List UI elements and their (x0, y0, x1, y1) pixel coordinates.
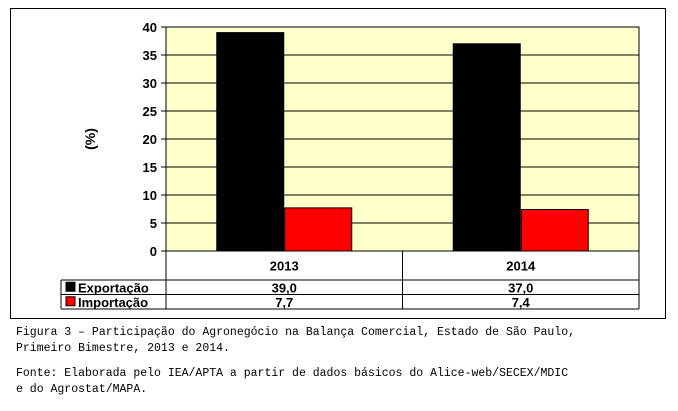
bar-exportacao-2013 (216, 32, 285, 252)
bar-importacao-2014 (520, 209, 589, 252)
y-tick-label: 25 (143, 104, 157, 119)
data-label: 7,7 (275, 295, 293, 310)
bar-importacao-2013 (284, 207, 353, 252)
legend-swatch-exportacao (65, 281, 76, 292)
x-tick-label: 2013 (270, 259, 299, 274)
bar-chart: 0 5 10 15 20 25 30 35 40 (%) 2013 2014 Exportação 39,… (60, 20, 640, 310)
x-tick-label: 2014 (506, 259, 536, 274)
y-tick-label: 20 (143, 132, 157, 147)
source-caption: Fonte: Elaborada pelo IEA/APTA a partir … (16, 367, 569, 396)
y-tick-label: 40 (143, 20, 157, 35)
legend-label: Importação (78, 295, 148, 310)
figure-caption: Figura 3 – Participação do Agronegócio n… (16, 326, 575, 355)
chart-frame: 0 5 10 15 20 25 30 35 40 (%) 2013 2014 Exportação 39,… (10, 8, 666, 319)
y-tick-label: 15 (143, 160, 157, 175)
y-axis-label: (%) (82, 128, 98, 150)
y-tick-label: 0 (150, 244, 157, 259)
y-tick-label: 5 (150, 216, 157, 231)
legend-swatch-importacao (65, 296, 76, 307)
y-tick-label: 35 (143, 48, 157, 63)
y-tick-label: 30 (143, 76, 157, 91)
data-label: 37,0 (508, 280, 533, 295)
data-label: 7,4 (512, 295, 531, 310)
bar-exportacao-2014 (452, 43, 521, 252)
y-tick-label: 10 (143, 188, 157, 203)
legend-label: Exportação (78, 280, 149, 295)
data-label: 39,0 (272, 280, 297, 295)
